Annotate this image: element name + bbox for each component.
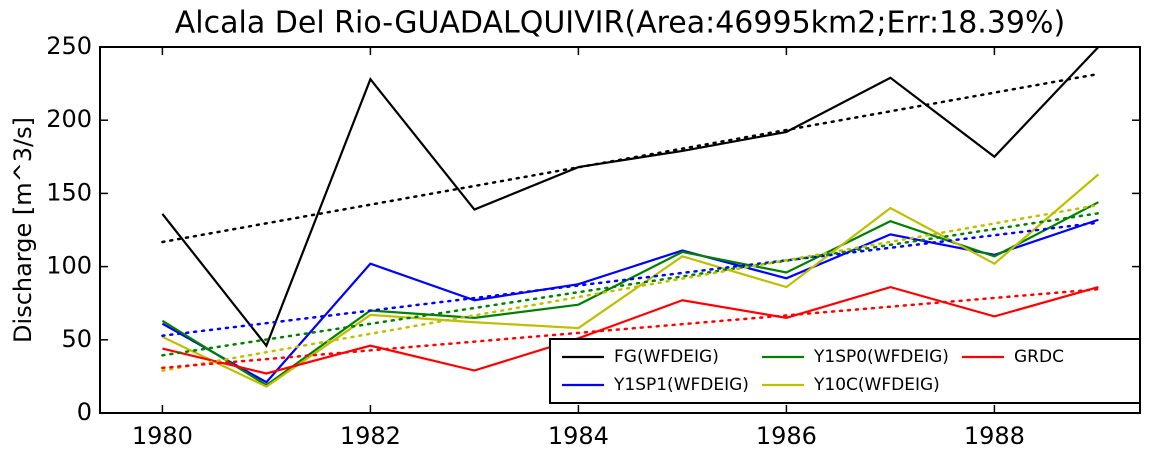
y-tick-label: 50: [61, 325, 92, 353]
y-axis-label: Discharge [m^3/s]: [9, 117, 37, 343]
y-tick-label: 200: [46, 105, 92, 133]
legend-label: Y1SP0(WFDEIG): [813, 347, 949, 367]
legend-label: Y1SP1(WFDEIG): [613, 375, 749, 395]
y-tick-label: 250: [46, 32, 92, 60]
legend-label: GRDC: [1014, 347, 1064, 367]
series-line: [161, 173, 1100, 388]
trend-line: [161, 72, 1100, 244]
x-tick-label: 1982: [340, 422, 401, 450]
legend-label: FG(WFDEIG): [614, 347, 719, 367]
series-line: [162, 285, 1099, 375]
trend-line: [161, 221, 1100, 337]
x-tick-label: 1988: [964, 422, 1025, 450]
series-line: [161, 46, 1100, 348]
series-line: [161, 218, 1099, 384]
trend-line: [161, 212, 1100, 357]
y-tick-label: 0: [77, 398, 92, 426]
plot-frame: [99, 46, 1141, 414]
legend-box: [549, 338, 1141, 404]
x-tick-label: 1980: [132, 422, 193, 450]
y-tick-label: 150: [46, 178, 92, 206]
chart-title: Alcala Del Rio-GUADALQUIVIR(Area:46995km…: [175, 6, 1065, 41]
legend-label: Y10C(WFDEIG): [813, 375, 940, 395]
x-tick-label: 1984: [548, 422, 609, 450]
trend-line: [161, 203, 1100, 372]
y-tick-label: 100: [46, 252, 92, 280]
x-tick-label: 1986: [756, 422, 817, 450]
